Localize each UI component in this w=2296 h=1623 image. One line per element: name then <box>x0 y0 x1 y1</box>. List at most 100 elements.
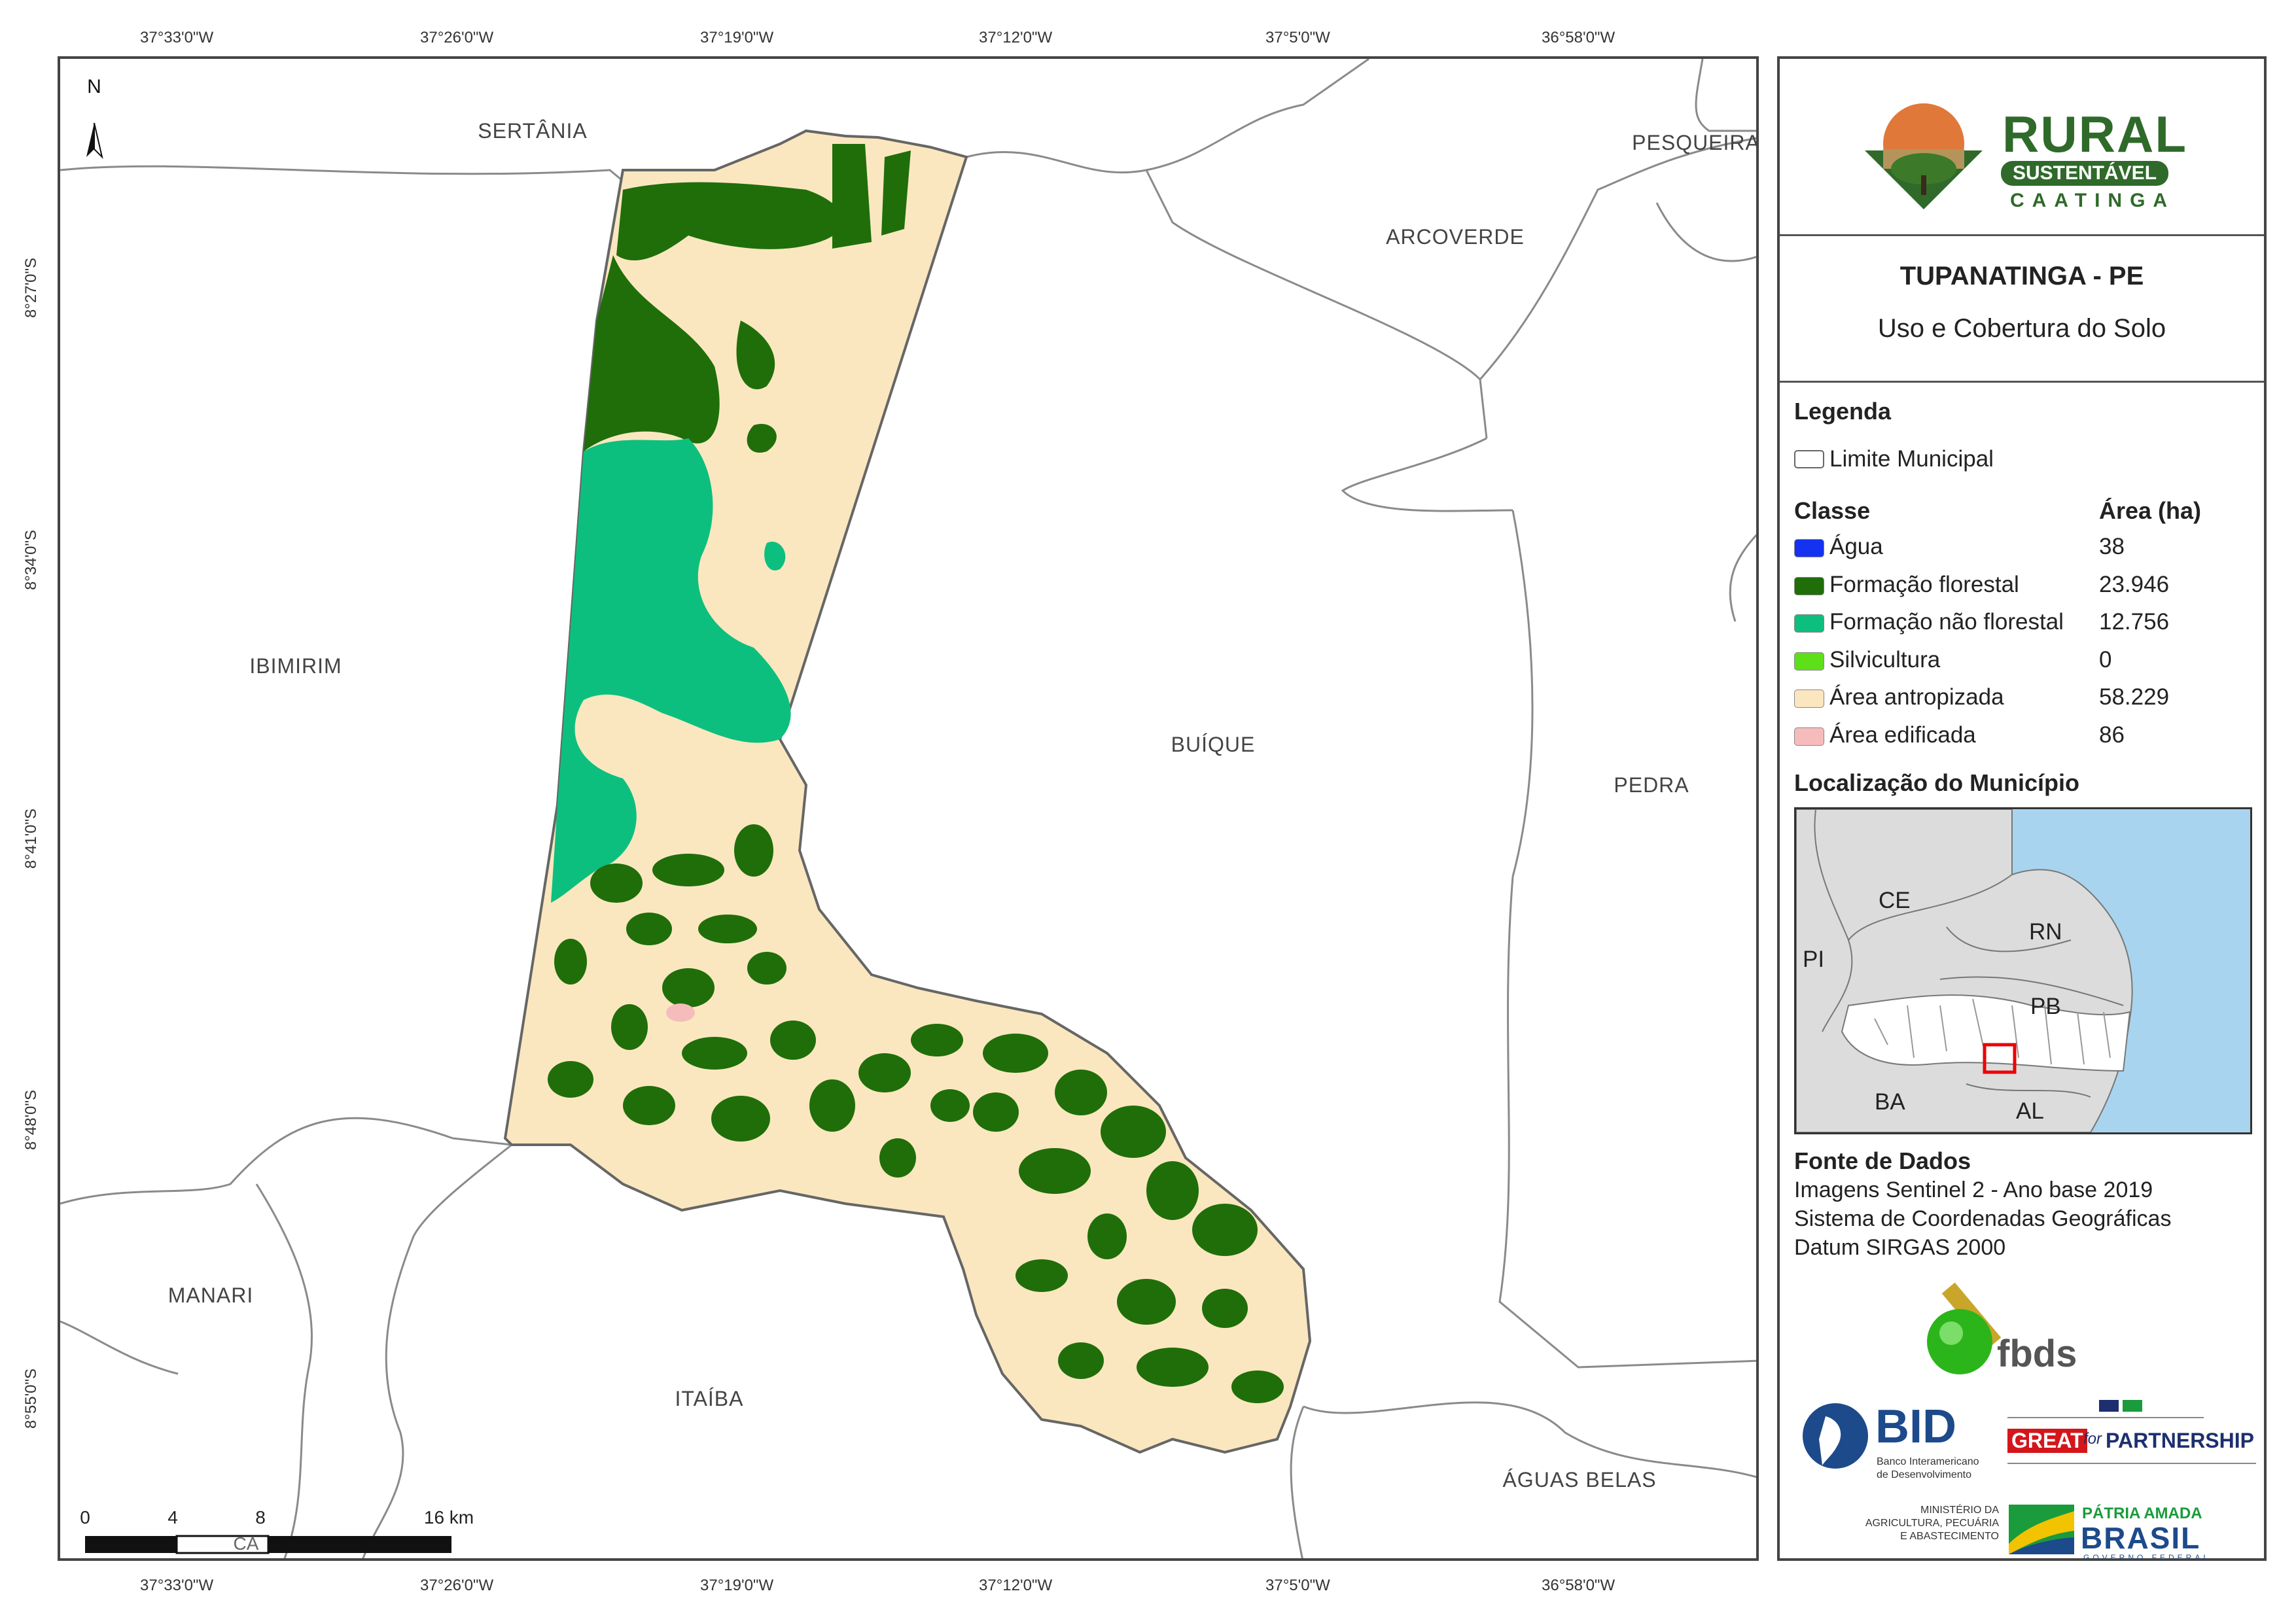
legend-class-area: 38 <box>2099 534 2125 559</box>
for-text: for <box>2083 1430 2102 1448</box>
area-header: Área (ha) <box>2099 497 2202 524</box>
legend-class-label: Área antropizada <box>1829 684 2004 710</box>
logo-emblem-icon <box>1865 103 1983 209</box>
coord-left-3: 8°41'0"S <box>22 808 41 869</box>
inset-label-ba: BA <box>1875 1089 1905 1115</box>
ministry-logo: MINISTÉRIO DA AGRICULTURA, PECUÁRIA E AB… <box>1799 1505 2257 1563</box>
legend-panel: RURAL SUSTENTÁVEL CAATINGA TUPANATINGA -… <box>1777 56 2267 1563</box>
legend-title: Legenda <box>1794 398 1892 425</box>
source-title: Fonte de Dados <box>1794 1147 1971 1174</box>
logo-rural-sustentavel: RURAL SUSTENTÁVEL CAATINGA <box>1858 92 2186 222</box>
brasil-flag-icon <box>2009 1505 2074 1554</box>
inset-label-rn: RN <box>2029 919 2062 945</box>
great-partnership-logo: GREAT for PARTNERSHIP <box>2007 1400 2256 1472</box>
coord-left-2: 8°34'0"S <box>22 529 41 591</box>
map-frame: N SERTÂNIA PESQUEIRA ARCOVERDE IBIMIRIM … <box>58 56 1759 1561</box>
legend-class-label: Formação não florestal <box>1829 609 2064 635</box>
location-inset-map <box>1796 809 2133 1132</box>
ministry-line-1: MINISTÉRIO DA <box>1920 1505 1999 1516</box>
legend-swatch <box>1794 539 1824 557</box>
legend-class-area: 12.756 <box>2099 609 2170 635</box>
partnership-rule <box>2007 1463 2256 1464</box>
coord-top-2: 37°26'0"W <box>420 29 494 46</box>
ministry-line-2: AGRICULTURA, PECUÁRIA <box>1865 1518 1999 1529</box>
location-inset: CE RN PI PB BA AL <box>1794 807 2252 1134</box>
map-title: TUPANATINGA - PE <box>1899 262 2144 290</box>
coord-left-5: 8°55'0"S <box>22 1368 41 1429</box>
coord-top-4: 37°12'0"W <box>979 29 1053 46</box>
forest-patches <box>548 824 1284 1403</box>
coord-left-4: 8°48'0"S <box>22 1089 41 1151</box>
legend-class-label: Silvicultura <box>1829 646 1941 672</box>
coord-left-1: 8°27'0"S <box>22 257 41 319</box>
fbds-text: fbds <box>1997 1333 2077 1375</box>
logo-line3: CAATINGA <box>2010 190 2176 211</box>
label-pedra: PEDRA <box>1614 773 1689 797</box>
limit-swatch <box>1794 450 1824 468</box>
scale-label-4: 4 <box>168 1507 178 1527</box>
legend-class-label: Área edificada <box>1829 722 1976 748</box>
legend-swatch <box>1794 652 1824 671</box>
coord-top-1: 37°33'0"W <box>140 29 214 46</box>
logo-line2: SUSTENTÁVEL <box>2001 161 2169 186</box>
coord-bottom-3: 37°19'0"W <box>700 1577 774 1594</box>
scale-label-8: 8 <box>255 1507 266 1527</box>
north-arrow <box>86 122 103 160</box>
legend-swatch <box>1794 727 1824 746</box>
limit-label: Limite Municipal <box>1829 446 1994 472</box>
location-title: Localização do Município <box>1794 769 2080 796</box>
legend-class-area: 58.229 <box>2099 684 2170 710</box>
scale-label-16: 16 km <box>423 1507 474 1527</box>
label-aguas-belas: ÁGUAS BELAS <box>1502 1468 1657 1492</box>
coord-bottom-5: 37°5'0"W <box>1265 1577 1330 1594</box>
class-header: Classe <box>1794 497 1871 524</box>
bid-sub-2: de Desenvolvimento <box>1877 1469 1971 1480</box>
scale-label-0: 0 <box>80 1507 90 1527</box>
bid-globe-icon <box>1803 1403 1868 1469</box>
divider-1 <box>1780 234 2264 236</box>
bid-sub-1: Banco Interamericano <box>1877 1456 1979 1467</box>
partnership-text: PARTNERSHIP <box>2106 1429 2254 1452</box>
divider-2 <box>1780 381 2264 383</box>
label-pesqueira: PESQUEIRA <box>1632 131 1759 154</box>
urban-area <box>666 1003 695 1022</box>
north-label: N <box>87 76 101 97</box>
coord-bottom-1: 37°33'0"W <box>140 1577 214 1594</box>
great-text: GREAT <box>2007 1429 2087 1453</box>
brazil-flag-icon <box>2123 1400 2142 1412</box>
inset-label-pb: PB <box>2030 994 2061 1019</box>
legend-class-area: 86 <box>2099 722 2125 748</box>
coord-top-6: 36°58'0"W <box>1542 29 1616 46</box>
label-arcoverde: ARCOVERDE <box>1386 225 1525 249</box>
source-line-3: Datum SIRGAS 2000 <box>1794 1235 2006 1260</box>
brasil-text: BRASIL <box>2081 1521 2201 1555</box>
bid-text: BID <box>1875 1401 1956 1453</box>
scale-bar <box>85 1535 451 1554</box>
map-subtitle: Uso e Cobertura do Solo <box>1877 314 2166 343</box>
label-ibimirim: IBIMIRIM <box>249 654 342 678</box>
legend-class-area: 0 <box>2099 646 2112 672</box>
label-manari: MANARI <box>168 1283 254 1307</box>
label-itaiba: ITAÍBA <box>675 1387 744 1410</box>
map-canvas: N <box>60 59 1756 1558</box>
patria-text: PÁTRIA AMADA <box>2082 1505 2202 1522</box>
legend-class-label: Água <box>1829 534 1883 559</box>
bid-logo: BID Banco Interamericano de Desenvolvime… <box>1799 1400 2009 1485</box>
inset-label-pi: PI <box>1803 947 1825 972</box>
municipal-boundaries <box>60 59 1756 1558</box>
label-sertania: SERTÂNIA <box>478 119 588 143</box>
coord-bottom-2: 37°26'0"W <box>420 1577 494 1594</box>
legend-class-label: Formação florestal <box>1829 571 2019 597</box>
legend-swatch <box>1794 689 1824 708</box>
fbds-logo-icon <box>1927 1282 2002 1374</box>
location-highlight <box>1983 1043 2017 1074</box>
fbds-logo: fbds <box>1924 1273 2120 1378</box>
coord-top-5: 37°5'0"W <box>1265 29 1330 46</box>
source-line-2: Sistema de Coordenadas Geográficas <box>1794 1206 2172 1231</box>
coord-top-3: 37°19'0"W <box>700 29 774 46</box>
ministry-line-3: E ABASTECIMENTO <box>1900 1531 1999 1542</box>
inset-label-ce: CE <box>1879 888 1911 913</box>
coord-bottom-4: 37°12'0"W <box>979 1577 1053 1594</box>
coord-bottom-6: 36°58'0"W <box>1542 1577 1616 1594</box>
legend-swatch <box>1794 614 1824 633</box>
